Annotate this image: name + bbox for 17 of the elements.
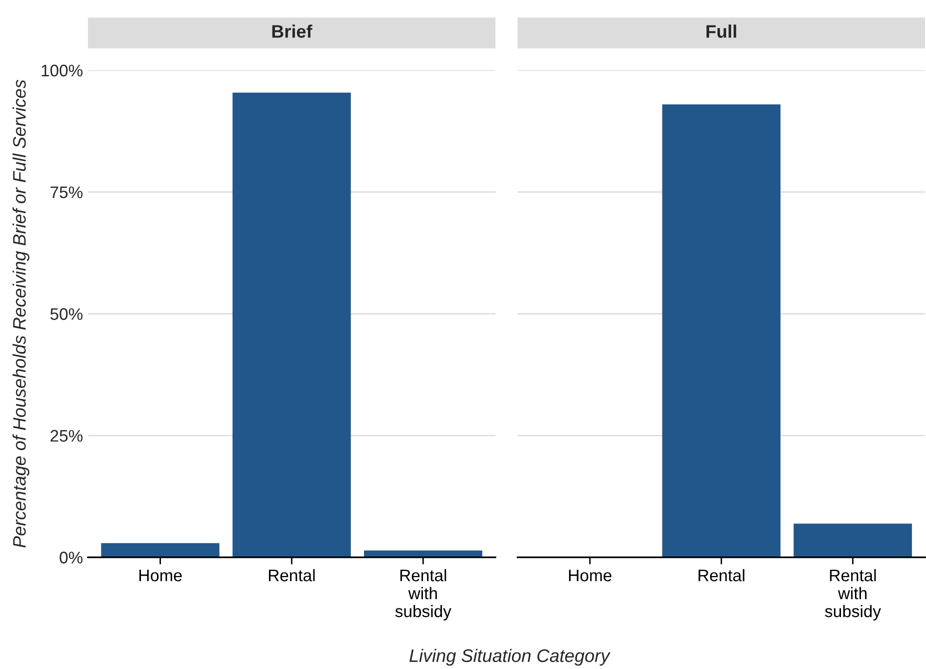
y-tick-label: 100% [42, 64, 83, 76]
bar [101, 543, 220, 558]
chart-title: Full [706, 24, 736, 38]
x-tick-label: Rental with subsidy [395, 569, 452, 621]
chart-title: Brief [272, 24, 312, 38]
y-axis-title: Percentage of Households Receiving Brief or Full Services [12, 80, 30, 548]
y-tick-label: 75% [50, 186, 83, 198]
x-tick-label: Rental [698, 569, 744, 582]
y-tick-label: 0% [60, 552, 83, 564]
x-tick-label: Rental with subsidy [824, 569, 882, 621]
x-tick-label: Home [569, 570, 612, 582]
y-tick-label: 25% [50, 430, 83, 442]
x-tick-label: Home [139, 570, 182, 582]
bar [232, 92, 351, 558]
y-tick-label: 50% [50, 308, 83, 320]
x-axis-title: Living Situation Category [409, 648, 611, 666]
x-tick-label: Rental [268, 569, 315, 582]
